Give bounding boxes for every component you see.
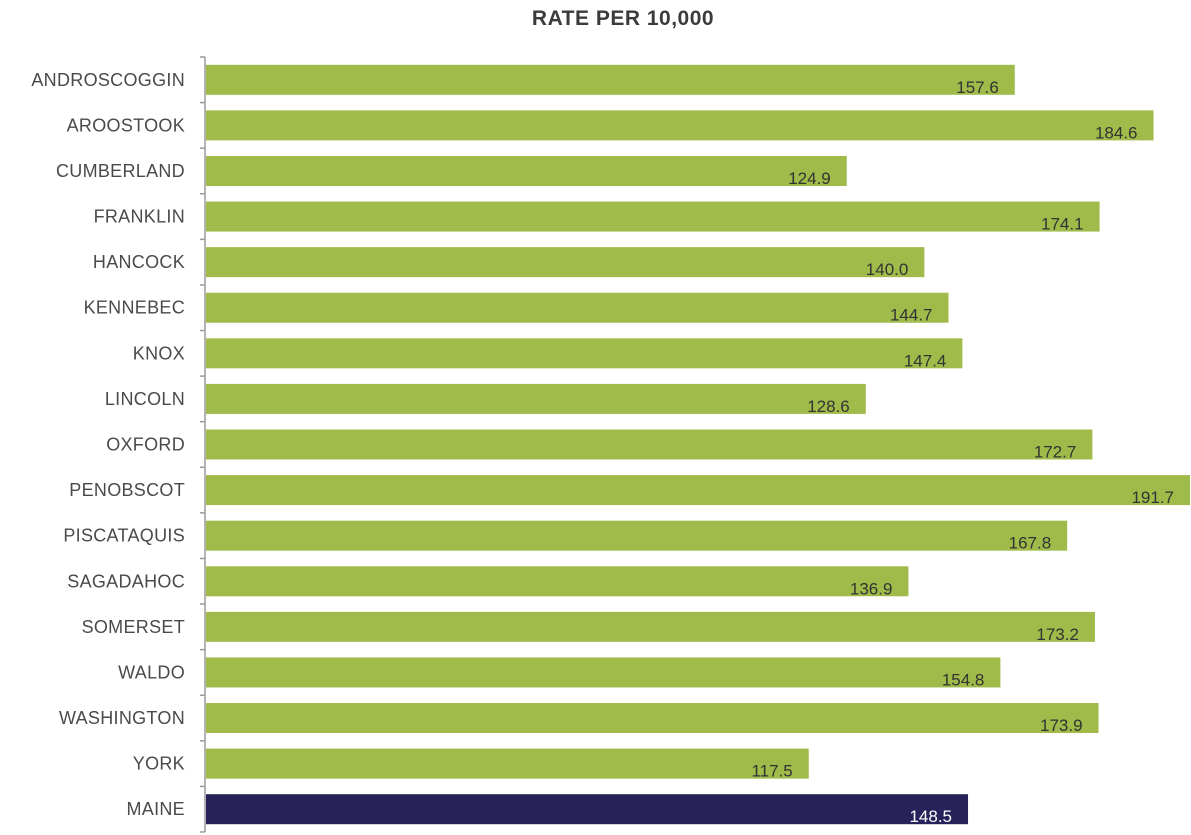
bar-somerset — [206, 611, 1095, 642]
value-label: 191.7 — [1131, 488, 1174, 507]
bar-washington — [206, 703, 1099, 734]
bar-york — [206, 748, 809, 779]
chart-title: RATE PER 10,000 — [531, 7, 715, 30]
category-label: OXFORD — [106, 435, 185, 455]
bar-maine — [206, 794, 969, 825]
bar-kennebec — [206, 292, 949, 323]
category-label: YORK — [133, 754, 185, 774]
category-label: HANCOCK — [93, 252, 185, 272]
y-axis — [200, 56, 206, 833]
bar-penobscot — [206, 475, 1190, 506]
bar-aroostook — [206, 110, 1154, 141]
bar-hancock — [206, 247, 925, 278]
value-label: 173.2 — [1036, 625, 1079, 644]
category-label: MAINE — [126, 799, 185, 819]
category-label: KNOX — [133, 343, 185, 363]
category-label: ANDROSCOGGIN — [31, 70, 185, 90]
value-label: 117.5 — [751, 762, 792, 781]
value-label: 172.7 — [1034, 443, 1077, 462]
bar-androscoggin — [206, 64, 1015, 95]
value-label: 148.5 — [909, 807, 952, 826]
bar-waldo — [206, 657, 1001, 688]
value-label: 173.9 — [1040, 716, 1083, 735]
bar-piscataquis — [206, 520, 1068, 551]
value-label: 184.6 — [1095, 123, 1138, 142]
value-label: 124.9 — [788, 169, 831, 188]
value-label: 144.7 — [890, 306, 933, 325]
value-label: 140.0 — [866, 260, 909, 279]
value-label: 157.6 — [956, 78, 999, 97]
value-label: 136.9 — [850, 579, 893, 598]
labels-group: ANDROSCOGGIN 157.6 AROOSTOOK 184.6 CUMBERLAN… — [31, 70, 1174, 826]
value-label: 147.4 — [904, 351, 947, 370]
bars-group — [206, 64, 1190, 825]
bar-oxford — [206, 429, 1093, 460]
category-label: KENNEBEC — [84, 298, 185, 318]
category-label: PISCATAQUIS — [63, 526, 185, 546]
category-label: WALDO — [118, 662, 185, 682]
bar-sagadahoc — [206, 566, 909, 597]
value-label: 128.6 — [807, 397, 850, 416]
category-label: CUMBERLAND — [56, 161, 185, 181]
value-label: 174.1 — [1041, 215, 1084, 234]
category-label: PENOBSCOT — [69, 480, 185, 500]
bar-cumberland — [206, 155, 847, 186]
category-label: LINCOLN — [105, 389, 185, 409]
bar-franklin — [206, 201, 1100, 232]
value-label: 154.8 — [942, 670, 985, 689]
category-label: AROOSTOOK — [67, 115, 185, 135]
category-label: SAGADAHOC — [67, 571, 185, 591]
bar-lincoln — [206, 383, 866, 414]
bar-knox — [206, 338, 963, 369]
category-label: SOMERSET — [82, 617, 185, 637]
category-label: FRANKLIN — [94, 207, 185, 227]
value-label: 167.8 — [1009, 534, 1052, 553]
category-label: WASHINGTON — [59, 708, 185, 728]
